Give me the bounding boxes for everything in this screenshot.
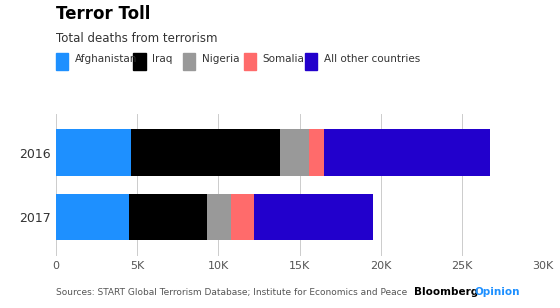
Bar bbox=[280, 129, 309, 176]
Bar bbox=[207, 194, 231, 240]
Bar bbox=[324, 129, 489, 176]
Bar bbox=[56, 194, 129, 240]
Text: Somalia: Somalia bbox=[263, 54, 305, 63]
Text: Nigeria: Nigeria bbox=[202, 54, 239, 63]
Text: Afghanistan: Afghanistan bbox=[75, 54, 137, 63]
Text: Sources: START Global Terrorism Database; Institute for Economics and Peace: Sources: START Global Terrorism Database… bbox=[56, 288, 407, 297]
Text: Bloomberg: Bloomberg bbox=[414, 287, 479, 297]
Bar bbox=[231, 194, 254, 240]
Text: Iraq: Iraq bbox=[152, 54, 173, 63]
Text: Opinion: Opinion bbox=[475, 287, 520, 297]
Text: Total deaths from terrorism: Total deaths from terrorism bbox=[56, 32, 217, 45]
Bar bbox=[56, 129, 130, 176]
Text: All other countries: All other countries bbox=[324, 54, 421, 63]
Bar bbox=[254, 194, 372, 240]
Bar bbox=[309, 129, 324, 176]
Text: Terror Toll: Terror Toll bbox=[56, 5, 151, 22]
Bar bbox=[129, 194, 207, 240]
Bar bbox=[130, 129, 280, 176]
